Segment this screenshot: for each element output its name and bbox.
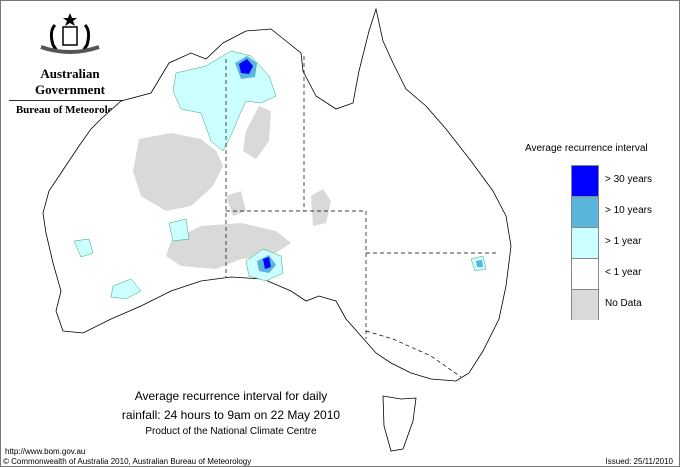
copyright: © Commonwealth of Australia 2010, Austra… xyxy=(3,457,252,466)
legend: > 30 years > 10 years > 1 year < 1 year … xyxy=(571,165,652,320)
bom-url: http://www.bom.gov.au xyxy=(5,447,86,456)
legend-swatch-no-data xyxy=(571,289,599,320)
legend-label: > 10 years xyxy=(605,205,652,216)
legend-label: < 1 year xyxy=(605,267,642,278)
map-title: Average recurrence interval for daily ra… xyxy=(101,387,361,438)
legend-swatch-10-years xyxy=(571,196,599,227)
legend-label: > 30 years xyxy=(605,174,652,185)
title-line-3: Product of the National Climate Centre xyxy=(145,426,317,437)
legend-swatch-below-1-year xyxy=(571,258,599,289)
coat-of-arms-icon xyxy=(40,13,100,54)
bureau-label: Bureau of Meteorology xyxy=(9,100,131,116)
tasmania-outline xyxy=(382,395,417,452)
legend-title: Average recurrence interval xyxy=(525,143,648,154)
bom-logo: Australian Government Bureau of Meteorol… xyxy=(9,11,131,116)
title-line-1: Average recurrence interval for daily xyxy=(134,389,328,403)
above-30-years-areas xyxy=(239,59,271,269)
legend-label: > 1 year xyxy=(605,236,642,247)
legend-swatch-1-year xyxy=(571,227,599,258)
legend-swatch-30-years xyxy=(571,165,599,196)
no-data-areas xyxy=(133,106,331,269)
title-line-2: rainfall: 24 hours to 9am on 22 May 2010 xyxy=(121,408,341,422)
issued-date: Issued: 25/11/2010 xyxy=(605,457,673,466)
mainland-outline xyxy=(42,7,512,382)
government-label: Australian Government xyxy=(34,66,106,97)
state-borders xyxy=(225,56,496,378)
legend-label: No Data xyxy=(605,298,642,309)
